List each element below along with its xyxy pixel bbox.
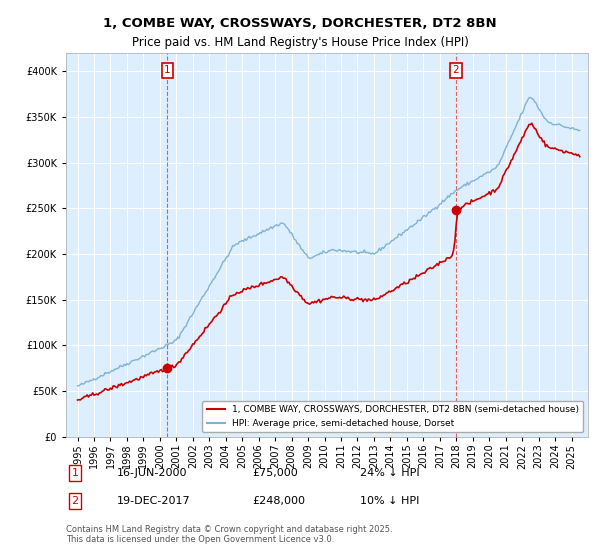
- Text: 24% ↓ HPI: 24% ↓ HPI: [360, 468, 419, 478]
- Text: 2: 2: [71, 496, 79, 506]
- Text: £75,000: £75,000: [252, 468, 298, 478]
- Text: Price paid vs. HM Land Registry's House Price Index (HPI): Price paid vs. HM Land Registry's House …: [131, 36, 469, 49]
- Text: Contains HM Land Registry data © Crown copyright and database right 2025.
This d: Contains HM Land Registry data © Crown c…: [66, 525, 392, 544]
- Text: 1, COMBE WAY, CROSSWAYS, DORCHESTER, DT2 8BN: 1, COMBE WAY, CROSSWAYS, DORCHESTER, DT2…: [103, 17, 497, 30]
- Text: 1: 1: [71, 468, 79, 478]
- Text: 2: 2: [452, 66, 459, 76]
- Text: 19-DEC-2017: 19-DEC-2017: [117, 496, 191, 506]
- Text: 16-JUN-2000: 16-JUN-2000: [117, 468, 187, 478]
- Text: £248,000: £248,000: [252, 496, 305, 506]
- Text: 1: 1: [164, 66, 171, 76]
- Legend: 1, COMBE WAY, CROSSWAYS, DORCHESTER, DT2 8BN (semi-detached house), HPI: Average: 1, COMBE WAY, CROSSWAYS, DORCHESTER, DT2…: [202, 401, 583, 432]
- Text: 10% ↓ HPI: 10% ↓ HPI: [360, 496, 419, 506]
